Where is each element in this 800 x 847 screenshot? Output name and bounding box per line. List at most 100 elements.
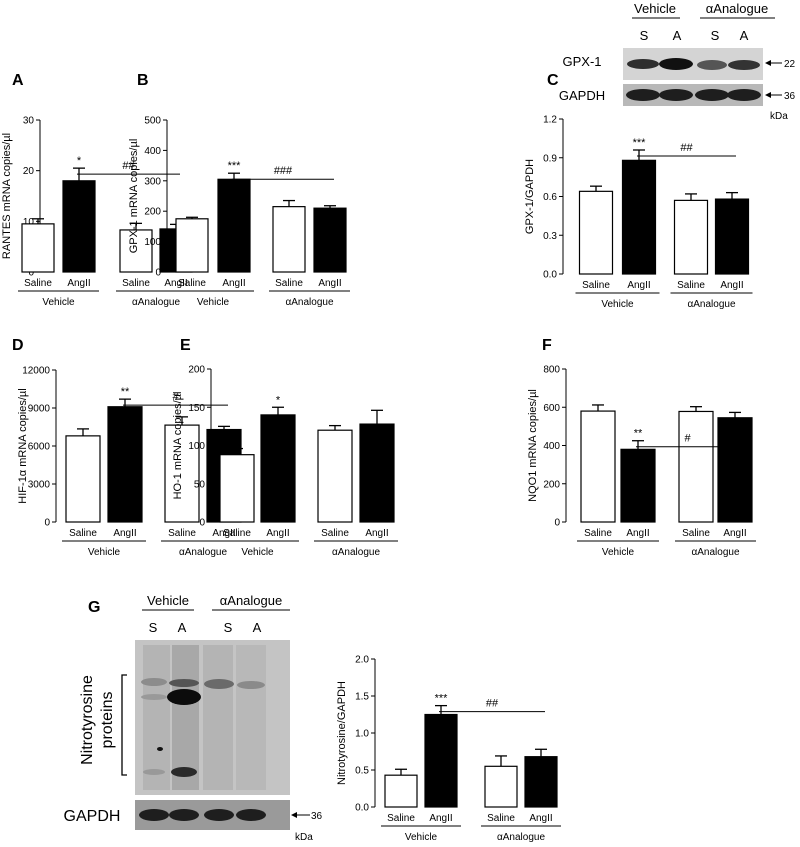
bar (580, 410, 616, 523)
bar (217, 178, 251, 273)
y-tick-label: 600 (543, 403, 560, 414)
y-tick-label: 9000 (28, 404, 51, 415)
bar (621, 159, 657, 275)
category-label: AngII (318, 278, 341, 289)
panel-a: A 0 10 20 30 RANTES mRNA copies/µl Saline * AngI… (1, 72, 196, 308)
blot-g: Vehicle αAnalogue S A S A Nitrotyrosine … (64, 593, 323, 843)
category-label: Saline (682, 528, 710, 539)
category-label: Saline (178, 278, 206, 289)
group-label: αAnalogue (285, 297, 333, 308)
y-tick-label: 0.0 (355, 803, 369, 814)
blot-g-lane-2: A (178, 620, 187, 635)
y-tick-label: 150 (188, 403, 205, 414)
bar (717, 417, 753, 523)
panel-letter: C (547, 72, 559, 89)
significance-stars: * (276, 394, 281, 406)
significance-stars: *** (228, 160, 242, 172)
panel-f: F 0 200 400 600 800 NQO1 mRNA copies/µl Saline *… (527, 337, 756, 558)
panel-letter: G (88, 599, 100, 616)
group-label: Vehicle (405, 832, 438, 843)
y-tick-label: 0.0 (543, 270, 557, 281)
blot-g-lane-4: A (253, 620, 262, 635)
bar (620, 448, 656, 523)
y-tick-label: 0 (199, 518, 205, 529)
y-tick-label: 200 (144, 207, 161, 218)
bar (673, 199, 709, 275)
y-tick-label: 50 (194, 479, 206, 490)
y-tick-label: 300 (144, 176, 161, 187)
y-tick-label: 20 (23, 166, 35, 177)
category-label: Saline (387, 813, 415, 824)
category-label: AngII (212, 528, 235, 539)
category-label: Saline (122, 278, 150, 289)
bar (260, 414, 296, 523)
y-axis-label: NQO1 mRNA copies/µl (527, 389, 539, 502)
comparison-hash: ## (486, 698, 499, 710)
bar (175, 218, 209, 273)
category-label: AngII (164, 278, 187, 289)
panel-c: C 0.0 0.3 0.6 0.9 1.2 GPX-1/GAPDH Saline *** AngI… (524, 72, 753, 310)
blot-c-marker-36: 36 (784, 91, 796, 102)
y-axis-label: Nitrotyrosine/GAPDH (336, 681, 348, 785)
bar (578, 190, 614, 275)
comparison-hash: # (172, 391, 179, 403)
blot-c-lane-2: A (673, 28, 682, 43)
category-label: Saline (677, 280, 705, 291)
bar (21, 223, 55, 273)
bar (359, 423, 395, 523)
panel-letter: E (180, 337, 191, 354)
blot-g-side-label-2: proteins (99, 692, 116, 749)
blot-g-group-analogue: αAnalogue (220, 593, 282, 608)
blot-c-lane-1: S (640, 28, 649, 43)
blot-g-lane-1: S (149, 620, 158, 635)
blot-c: Vehicle αAnalogue S A S A GPX-1 GAPDH 22… (559, 1, 796, 122)
category-label: AngII (429, 813, 452, 824)
category-label: Saline (168, 528, 196, 539)
blot-c-group-vehicle: Vehicle (634, 1, 676, 16)
significance-stars: ** (121, 386, 130, 398)
y-tick-label: 10 (23, 217, 35, 228)
panel-letter: A (12, 72, 24, 89)
y-tick-label: 2.0 (355, 655, 369, 666)
y-tick-label: 400 (144, 146, 161, 157)
y-axis-label: HO-1 mRNA copies/µl (172, 392, 184, 500)
blot-c-row-gapdh: GAPDH (559, 88, 605, 103)
group-label: αAnalogue (687, 299, 735, 310)
y-tick-label: 3000 (28, 480, 51, 491)
group-label: Vehicle (602, 547, 635, 558)
y-axis-label: GPX-1/GAPDH (524, 159, 536, 234)
y-tick-label: 0.6 (543, 192, 557, 203)
group-label: Vehicle (241, 547, 274, 558)
category-label: Saline (223, 528, 251, 539)
y-tick-label: 100 (188, 441, 205, 452)
bar (65, 435, 101, 523)
y-tick-label: 6000 (28, 442, 51, 453)
y-tick-label: 30 (23, 116, 35, 127)
blot-c-lane-3: S (711, 28, 720, 43)
blot-c-marker-22: 22 (784, 59, 796, 70)
bar (524, 756, 558, 808)
group-label: αAnalogue (691, 547, 739, 558)
y-axis-label: GPX-1 mRNA copies/µl (128, 139, 140, 254)
blot-c-row-gpx: GPX-1 (562, 54, 601, 69)
blot-g-lane-3: S (224, 620, 233, 635)
y-tick-label: 0 (155, 268, 161, 279)
significance-stars: ** (634, 428, 643, 440)
category-label: Saline (584, 528, 612, 539)
group-label: αAnalogue (132, 297, 180, 308)
category-label: AngII (723, 528, 746, 539)
blot-c-group-analogue: αAnalogue (706, 1, 768, 16)
blot-g-side-label-1: Nitrotyrosine (79, 675, 96, 765)
panel-letter: F (542, 337, 552, 354)
panel-letter: B (137, 72, 149, 89)
y-tick-label: 0.3 (543, 231, 557, 242)
bar (424, 713, 458, 808)
y-tick-label: 0.9 (543, 153, 557, 164)
y-tick-label: 800 (543, 365, 560, 376)
bar (272, 206, 306, 273)
bar (107, 406, 143, 523)
y-tick-label: 500 (144, 116, 161, 127)
bar (62, 180, 96, 273)
category-label: AngII (222, 278, 245, 289)
